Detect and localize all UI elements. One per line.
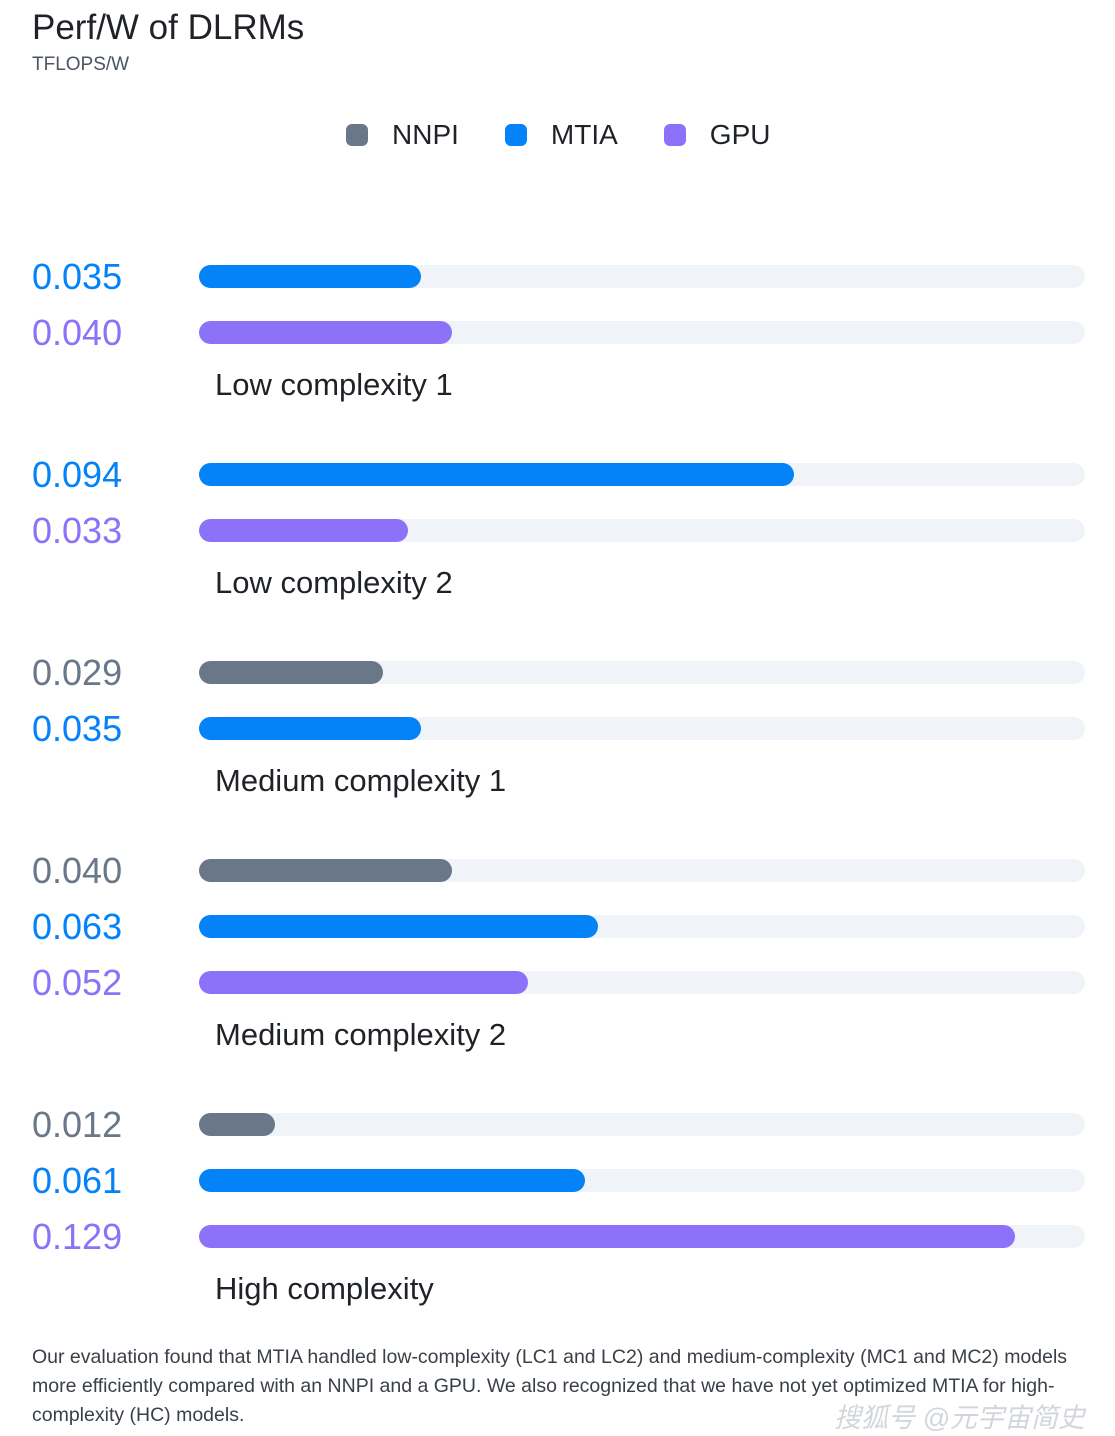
bar-track-medium-complexity-1-mtia (199, 717, 1085, 740)
bar-track-high-complexity-mtia (199, 1169, 1085, 1192)
legend-label-nnpi: NNPI (392, 119, 459, 150)
category-label-high-complexity: High complexity (215, 1271, 434, 1306)
data-label-medium-complexity-2-mtia: 0.063 (32, 906, 123, 947)
bar-low-complexity-2-mtia (199, 463, 794, 486)
bar-track-medium-complexity-2-mtia (199, 915, 1085, 938)
data-label-medium-complexity-2-nnpi: 0.040 (32, 850, 123, 891)
bar-track-low-complexity-1-mtia (199, 265, 1085, 288)
bar-track-low-complexity-2-gpu (199, 519, 1085, 542)
legend-swatch-gpu (663, 124, 686, 146)
bar-track-high-complexity-nnpi (199, 1113, 1085, 1136)
data-label-high-complexity-mtia: 0.061 (32, 1160, 123, 1201)
bar-low-complexity-2-gpu (199, 519, 408, 542)
chart-subtitle: TFLOPS/W (32, 54, 130, 75)
legend-label-gpu: GPU (709, 119, 771, 150)
legend-swatch-mtia (504, 124, 527, 146)
legend-item-nnpi: NNPI (346, 119, 459, 151)
bar-low-complexity-1-gpu (199, 321, 452, 344)
category-label-low-complexity-1: Low complexity 1 (215, 367, 453, 402)
bar-track-low-complexity-2-mtia (199, 463, 1085, 486)
bar-medium-complexity-2-gpu (199, 971, 528, 994)
bar-track-high-complexity-gpu (199, 1225, 1085, 1248)
bar-medium-complexity-2-nnpi (199, 859, 452, 882)
bar-low-complexity-1-mtia (199, 265, 421, 288)
bar-track-low-complexity-1-gpu (199, 321, 1085, 344)
bar-track-medium-complexity-1-nnpi (199, 661, 1085, 684)
data-label-low-complexity-1-gpu: 0.040 (32, 312, 123, 353)
legend: NNPI MTIA GPU (346, 117, 770, 153)
bar-high-complexity-nnpi (199, 1113, 275, 1136)
bar-high-complexity-mtia (199, 1169, 585, 1192)
category-label-low-complexity-2: Low complexity 2 (215, 565, 453, 600)
bar-medium-complexity-1-nnpi (199, 661, 383, 684)
legend-swatch-nnpi (346, 124, 368, 146)
chart-title: Perf/W of DLRMs (32, 8, 305, 47)
bar-medium-complexity-2-mtia (199, 915, 598, 938)
category-label-medium-complexity-2: Medium complexity 2 (215, 1017, 507, 1052)
bar-track-medium-complexity-2-nnpi (199, 859, 1085, 882)
data-label-high-complexity-nnpi: 0.012 (32, 1104, 123, 1145)
legend-item-mtia: MTIA (504, 119, 618, 151)
category-label-medium-complexity-1: Medium complexity 1 (215, 763, 507, 798)
data-label-high-complexity-gpu: 0.129 (32, 1216, 123, 1257)
legend-item-gpu: GPU (663, 119, 771, 151)
data-label-low-complexity-2-gpu: 0.033 (32, 510, 123, 551)
data-label-medium-complexity-1-mtia: 0.035 (32, 708, 123, 749)
bar-high-complexity-gpu (199, 1225, 1015, 1248)
data-label-medium-complexity-2-gpu: 0.052 (32, 962, 123, 1003)
data-label-low-complexity-2-mtia: 0.094 (32, 454, 123, 495)
data-label-low-complexity-1-mtia: 0.035 (32, 256, 123, 297)
bar-track-medium-complexity-2-gpu (199, 971, 1085, 994)
watermark: 搜狐号 @元宇宙简史 (834, 1403, 1085, 1433)
legend-label-mtia: MTIA (550, 119, 618, 150)
bar-medium-complexity-1-mtia (199, 717, 421, 740)
chart-caption: Our evaluation found that MTIA handled l… (32, 1346, 1068, 1426)
data-label-medium-complexity-1-nnpi: 0.029 (32, 652, 123, 693)
